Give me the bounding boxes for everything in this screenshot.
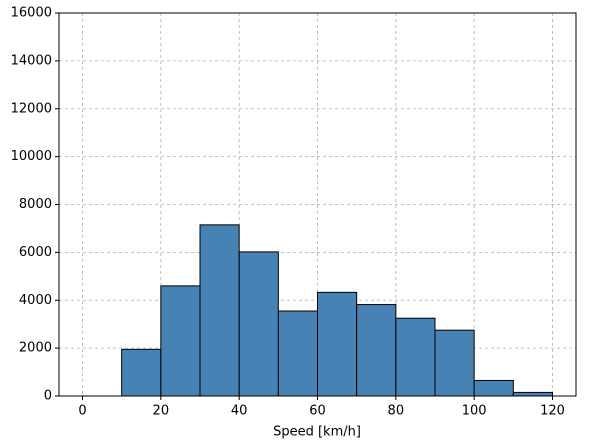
y-tick-label: 16000 (11, 6, 52, 21)
y-tick-label: 4000 (19, 293, 52, 308)
y-tick-label: 12000 (11, 101, 52, 116)
bar (473, 379, 514, 397)
x-tick-label: 0 (78, 404, 86, 419)
x-tick-label: 60 (309, 404, 326, 419)
y-tick-label: 0 (44, 389, 52, 404)
bar (277, 310, 319, 397)
y-tick-label: 6000 (19, 245, 52, 260)
x-tick-label: 120 (540, 404, 565, 419)
bar (434, 329, 475, 397)
y-tick-label: 8000 (19, 197, 52, 212)
bar (395, 317, 436, 397)
y-tick-label: 2000 (19, 341, 52, 356)
x-tick-label: 20 (153, 404, 170, 419)
bar (512, 391, 553, 397)
x-axis-label: Speed [km/h] (273, 425, 361, 440)
bar (356, 304, 397, 397)
bar (238, 251, 279, 397)
y-tick-label: 14000 (11, 53, 52, 68)
bar (160, 285, 201, 397)
plot-frame (58, 12, 577, 397)
y-tick-label: 10000 (11, 149, 52, 164)
bar (199, 224, 240, 397)
bar (317, 291, 358, 397)
x-tick-label: 100 (462, 404, 487, 419)
bar (121, 348, 162, 397)
x-tick-label: 80 (388, 404, 405, 419)
x-tick-label: 40 (231, 404, 248, 419)
